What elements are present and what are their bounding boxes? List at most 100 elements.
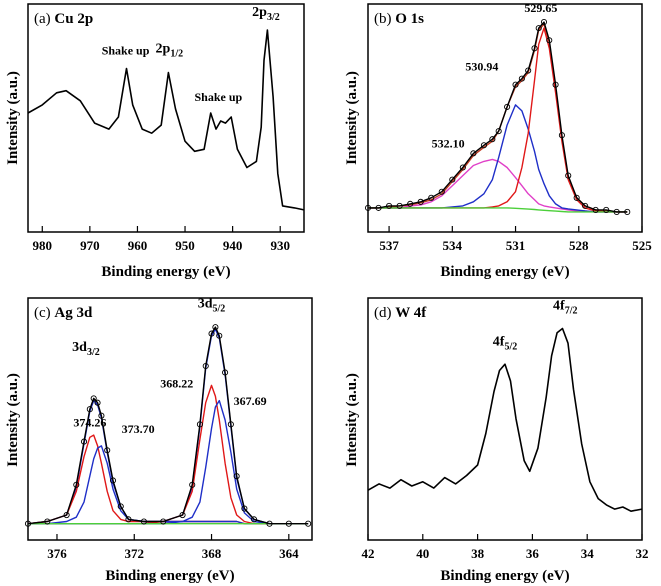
panel-c-data-point <box>63 511 70 519</box>
panel-c-ylabel: Intensity (a.u.) <box>5 373 21 467</box>
panel-a-xtick-label: 930 <box>270 238 290 253</box>
panel-b-data-point <box>480 142 487 149</box>
panel-b-data-point <box>495 128 502 135</box>
panel-d-title: (d) W 4f <box>374 305 427 321</box>
panel-c-data-point <box>202 362 209 370</box>
panel-a-xlabel: Binding energy (eV) <box>101 264 230 280</box>
panel-c-data-point <box>208 330 215 337</box>
panel-b-data-point <box>540 19 548 26</box>
panel-b-xlabel: Binding energy (eV) <box>440 264 569 280</box>
panel-a-annotation: Shake up <box>194 90 242 104</box>
panel-c-series-experimental <box>27 326 309 525</box>
panel-a-frame <box>27 3 305 233</box>
panel-b-data-point <box>489 136 496 143</box>
panel-b-data-point <box>375 204 382 211</box>
panel-c-data-point <box>94 399 101 406</box>
panel-b-data-point <box>582 202 589 209</box>
panel-b-data-point <box>512 81 519 88</box>
panel-d-xtick-label: 34 <box>581 546 595 561</box>
panel-b-series-peak-529-65 <box>368 27 628 213</box>
panel-c-data-point <box>24 520 32 527</box>
panel-d-xtick-label: 36 <box>526 546 540 561</box>
panel-b-xtick-label: 531 <box>506 238 526 253</box>
panel-a-annotation: Shake up <box>102 43 150 57</box>
panel-c-plot: 376 372 368 364 3d5/2 3d3/2 368.22 367.69 374.26… <box>24 297 312 561</box>
panel-d-xtick-label: 38 <box>471 546 485 561</box>
panel-b-data-point <box>546 37 553 44</box>
panel-c-series-peak-374-26 <box>27 434 309 525</box>
panel-d-annotation: 4f7/2 <box>553 299 577 317</box>
panel-c-data-point <box>140 518 147 525</box>
panel-b-data-point <box>573 194 580 201</box>
panel-c-data-point <box>179 511 186 519</box>
panel-c-data-point <box>189 481 196 488</box>
panel-b-data-point <box>592 206 599 213</box>
panel-c-annotation: 3d5/2 <box>198 297 226 315</box>
panel-b-xtick-label: 537 <box>379 238 399 253</box>
panel-b-annotation: 529.65 <box>524 1 557 15</box>
panel-a-xtick-label: 980 <box>33 238 53 253</box>
panel-c-data-point <box>80 438 88 445</box>
panel-a-annotation: 2p3/2 <box>252 5 280 23</box>
panel-c-data-point <box>305 520 312 527</box>
panel-d-plot: 42 40 38 36 34 32 4f5/2 4f7/2 <box>362 299 649 561</box>
panel-c-xtick-label: 368 <box>202 546 222 561</box>
panel-c-data-point <box>90 395 97 402</box>
panel-c-annotation: 374.26 <box>73 415 106 429</box>
panel-a-series-spectrum <box>27 29 305 211</box>
panel-c-xtick-label: 372 <box>125 546 145 561</box>
panel-d-xtick-label: 40 <box>416 546 429 561</box>
panel-c-xtick-label: 376 <box>47 546 67 561</box>
panel-b-data-point <box>364 204 372 211</box>
panel-b-data-point <box>504 103 511 110</box>
panel-b-data-point <box>438 188 445 195</box>
panel-b-data-point <box>386 202 393 209</box>
panel-c-data-point <box>160 518 167 525</box>
panel-d-series-spectrum <box>367 327 643 513</box>
panel-b-data-point <box>396 202 403 209</box>
panel-c-data-point <box>73 481 80 488</box>
panel-b-data-point <box>613 208 620 215</box>
panel-a-plot: 980 970 960 950 940 930 Shake up 2p1/2 Shake up 2… <box>27 5 305 253</box>
panel-b-xtick-label: 525 <box>632 238 652 253</box>
panel-b-data-point <box>417 198 424 205</box>
panel-d-xlabel: Binding energy (eV) <box>440 568 569 584</box>
panel-b-data-point <box>428 194 435 201</box>
panel-a-xtick-label: 940 <box>223 238 243 253</box>
panel-b-series-experimental <box>368 21 628 213</box>
panel-c-data-point <box>104 447 111 454</box>
panel-c-series-fit-envelope <box>27 328 309 525</box>
panel-b-series-background <box>368 207 628 213</box>
panel-a-annotation: 2p1/2 <box>156 41 184 59</box>
panel-b-series-fit-envelope <box>368 23 628 213</box>
panel-c-data-point <box>117 503 124 510</box>
panel-c-data-point <box>196 421 203 428</box>
panel-d-annotation: 4f5/2 <box>493 334 517 352</box>
panel-a-xtick-label: 970 <box>80 238 100 253</box>
panel-b-data-point <box>535 25 542 32</box>
panel-b-data-point <box>449 176 456 183</box>
panel-b-series-peak-530-94 <box>368 104 628 213</box>
panel-c-data-point <box>86 406 93 413</box>
panel-b-data-point <box>603 206 610 213</box>
panel-b-annotation: 532.10 <box>432 136 465 150</box>
panel-c-data-point <box>212 324 219 331</box>
panel-c-xtick-label: 364 <box>279 546 299 561</box>
panel-b-data-point <box>558 132 565 139</box>
panel-b-xtick-label: 528 <box>569 238 589 253</box>
panel-c-title: (c) Ag 3d <box>34 305 93 321</box>
panel-c-data-point <box>250 516 258 523</box>
panel-b-data-point <box>525 67 532 74</box>
panel-b-ylabel: Intensity (a.u.) <box>344 71 360 165</box>
panel-d-frame <box>367 297 643 541</box>
panel-d-ylabel: Intensity (a.u.) <box>344 373 360 467</box>
panel-c-data-point <box>98 412 105 419</box>
panel-c-data-point <box>285 520 292 527</box>
panel-b-data-point <box>470 150 477 157</box>
panel-a-ylabel: Intensity (a.u.) <box>5 71 21 165</box>
panel-b-data-point <box>518 75 525 82</box>
panel-b-plot: 537 534 531 528 525 529.65 530.94 532.10 <box>364 1 652 253</box>
panel-c-annotation: 367.69 <box>234 394 267 408</box>
panel-b-data-point <box>531 45 538 52</box>
